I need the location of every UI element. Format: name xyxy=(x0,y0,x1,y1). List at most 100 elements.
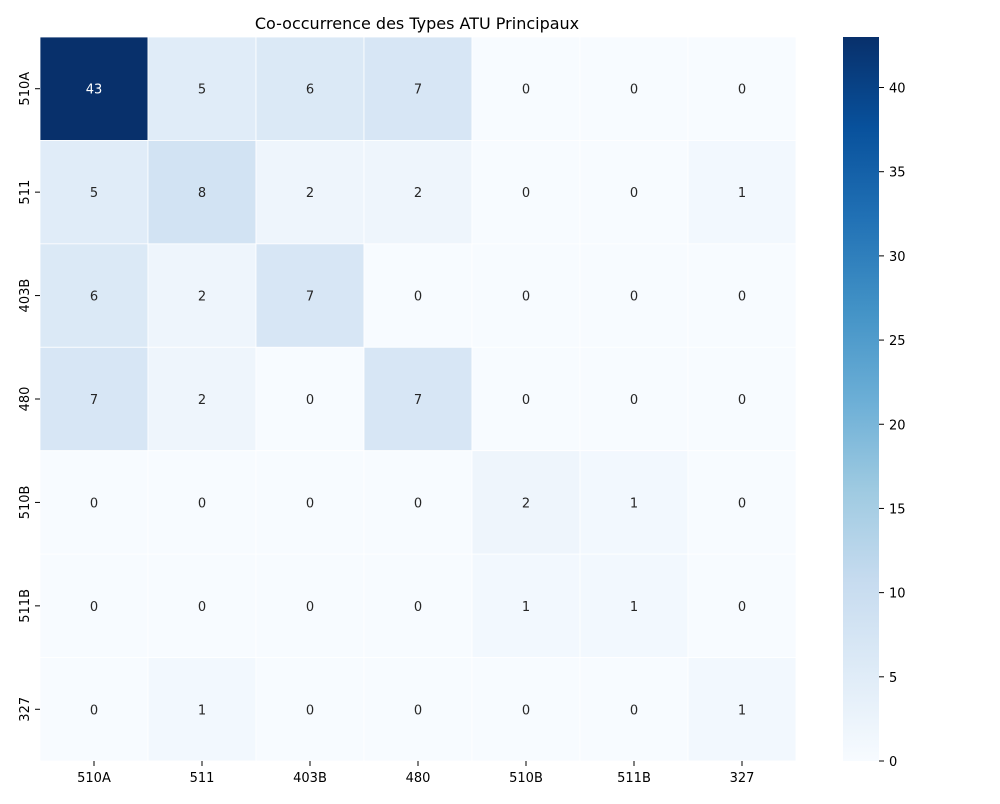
heatmap-cell xyxy=(471,243,581,348)
cell-value-label: 0 xyxy=(738,600,746,615)
heatmap-cell xyxy=(579,657,689,762)
heatmap-cell xyxy=(39,450,149,555)
cell-value-label: 0 xyxy=(630,186,638,201)
heatmap-cell xyxy=(471,553,581,658)
cell-value-label: 0 xyxy=(306,496,314,511)
cell-value-label: 0 xyxy=(198,496,206,511)
heatmap-cell xyxy=(687,140,797,245)
heatmap-cell xyxy=(579,140,689,245)
cell-value-label: 0 xyxy=(738,393,746,408)
y-tick-label: 327 xyxy=(18,697,33,722)
heatmap-cells xyxy=(39,36,797,762)
colorbar-gradient xyxy=(843,37,879,761)
cell-value-label: 0 xyxy=(306,600,314,615)
colorbar-tick-label: 30 xyxy=(889,250,906,265)
x-tick-label: 327 xyxy=(730,771,755,786)
y-tick-label: 403B xyxy=(18,279,33,313)
cell-value-label: 0 xyxy=(522,83,530,98)
x-tick-label: 511 xyxy=(190,771,215,786)
x-tick-label: 510B xyxy=(509,771,543,786)
cell-value-label: 0 xyxy=(90,703,98,718)
cell-value-label: 0 xyxy=(630,83,638,98)
cell-value-label: 0 xyxy=(414,600,422,615)
cell-value-label: 7 xyxy=(306,290,314,305)
heatmap-cell xyxy=(255,140,365,245)
colorbar-tick-label: 0 xyxy=(889,755,897,770)
heatmap-cell xyxy=(687,243,797,348)
heatmap-cell xyxy=(39,657,149,762)
heatmap-cell xyxy=(471,140,581,245)
cell-value-label: 5 xyxy=(198,83,206,98)
x-axis: 510A 511 403B 480 510B 511B 327 xyxy=(77,761,754,786)
x-tick-label: 403B xyxy=(293,771,327,786)
cell-value-label: 1 xyxy=(522,600,530,615)
heatmap-cell xyxy=(255,657,365,762)
cell-value-label: 6 xyxy=(90,290,98,305)
y-tick-label: 480 xyxy=(18,387,33,412)
colorbar-tick-label: 40 xyxy=(889,82,906,97)
cell-value-label: 7 xyxy=(414,83,422,98)
cell-value-label: 0 xyxy=(630,290,638,305)
cell-value-label: 43 xyxy=(86,83,103,98)
cell-value-label: 2 xyxy=(198,393,206,408)
heatmap-cell xyxy=(39,36,149,141)
cell-value-label: 0 xyxy=(522,186,530,201)
cell-value-label: 0 xyxy=(90,600,98,615)
heatmap-cell xyxy=(579,243,689,348)
heatmap-cell xyxy=(471,36,581,141)
heatmap-cell xyxy=(363,346,473,452)
colorbar-tick-label: 5 xyxy=(889,671,897,686)
cell-value-label: 1 xyxy=(630,600,638,615)
colorbar xyxy=(843,37,879,761)
heatmap-cell xyxy=(39,243,149,348)
heatmap-cell xyxy=(147,36,257,141)
heatmap-cell xyxy=(579,36,689,141)
cell-labels: 43 5 6 7 0 0 0 5 8 2 2 0 0 1 6 2 7 0 0 0 0 7 2 0 7 0 0 0 0 0 0 0 2 1 0 0 0 0 0… xyxy=(86,83,746,719)
cell-value-label: 0 xyxy=(522,703,530,718)
cell-value-label: 0 xyxy=(522,393,530,408)
heatmap-cell xyxy=(471,657,581,762)
cell-value-label: 7 xyxy=(414,393,422,408)
cell-value-label: 2 xyxy=(198,290,206,305)
heatmap-cell xyxy=(363,243,473,348)
heatmap-cell xyxy=(687,553,797,658)
colorbar-tick-label: 20 xyxy=(889,418,906,433)
heatmap-cell xyxy=(687,450,797,555)
cell-value-label: 8 xyxy=(198,186,206,201)
cell-value-label: 7 xyxy=(90,393,98,408)
cell-value-label: 6 xyxy=(306,83,314,98)
cell-value-label: 0 xyxy=(738,83,746,98)
heatmap-cell xyxy=(255,450,365,555)
cell-value-label: 2 xyxy=(522,496,530,511)
heatmap-cell xyxy=(363,657,473,762)
cell-value-label: 0 xyxy=(630,393,638,408)
cell-value-label: 0 xyxy=(198,600,206,615)
y-tick-label: 510A xyxy=(18,72,33,106)
heatmap-cell xyxy=(363,36,473,141)
colorbar-tick-label: 15 xyxy=(889,502,906,517)
cell-value-label: 5 xyxy=(90,186,98,201)
x-tick-label: 480 xyxy=(406,771,431,786)
cell-value-label: 1 xyxy=(630,496,638,511)
heatmap-cell xyxy=(363,553,473,658)
heatmap-cell xyxy=(255,243,365,348)
colorbar-tick-label: 35 xyxy=(889,166,906,181)
y-tick-label: 511 xyxy=(18,180,33,205)
heatmap-cell xyxy=(687,657,797,762)
chart-title: Co-occurrence des Types ATU Principaux xyxy=(255,14,579,33)
cell-value-label: 0 xyxy=(414,290,422,305)
heatmap-cell xyxy=(39,140,149,245)
y-tick-label: 510B xyxy=(18,486,33,520)
heatmap-cell xyxy=(255,553,365,658)
heatmap-cell xyxy=(687,346,797,452)
cell-value-label: 0 xyxy=(522,290,530,305)
cell-value-label: 1 xyxy=(198,703,206,718)
y-tick-label: 511B xyxy=(18,589,33,623)
heatmap-cell xyxy=(147,346,257,452)
heatmap-cell xyxy=(39,553,149,658)
heatmap-cell xyxy=(147,553,257,658)
x-tick-label: 511B xyxy=(617,771,651,786)
cell-value-label: 0 xyxy=(738,496,746,511)
